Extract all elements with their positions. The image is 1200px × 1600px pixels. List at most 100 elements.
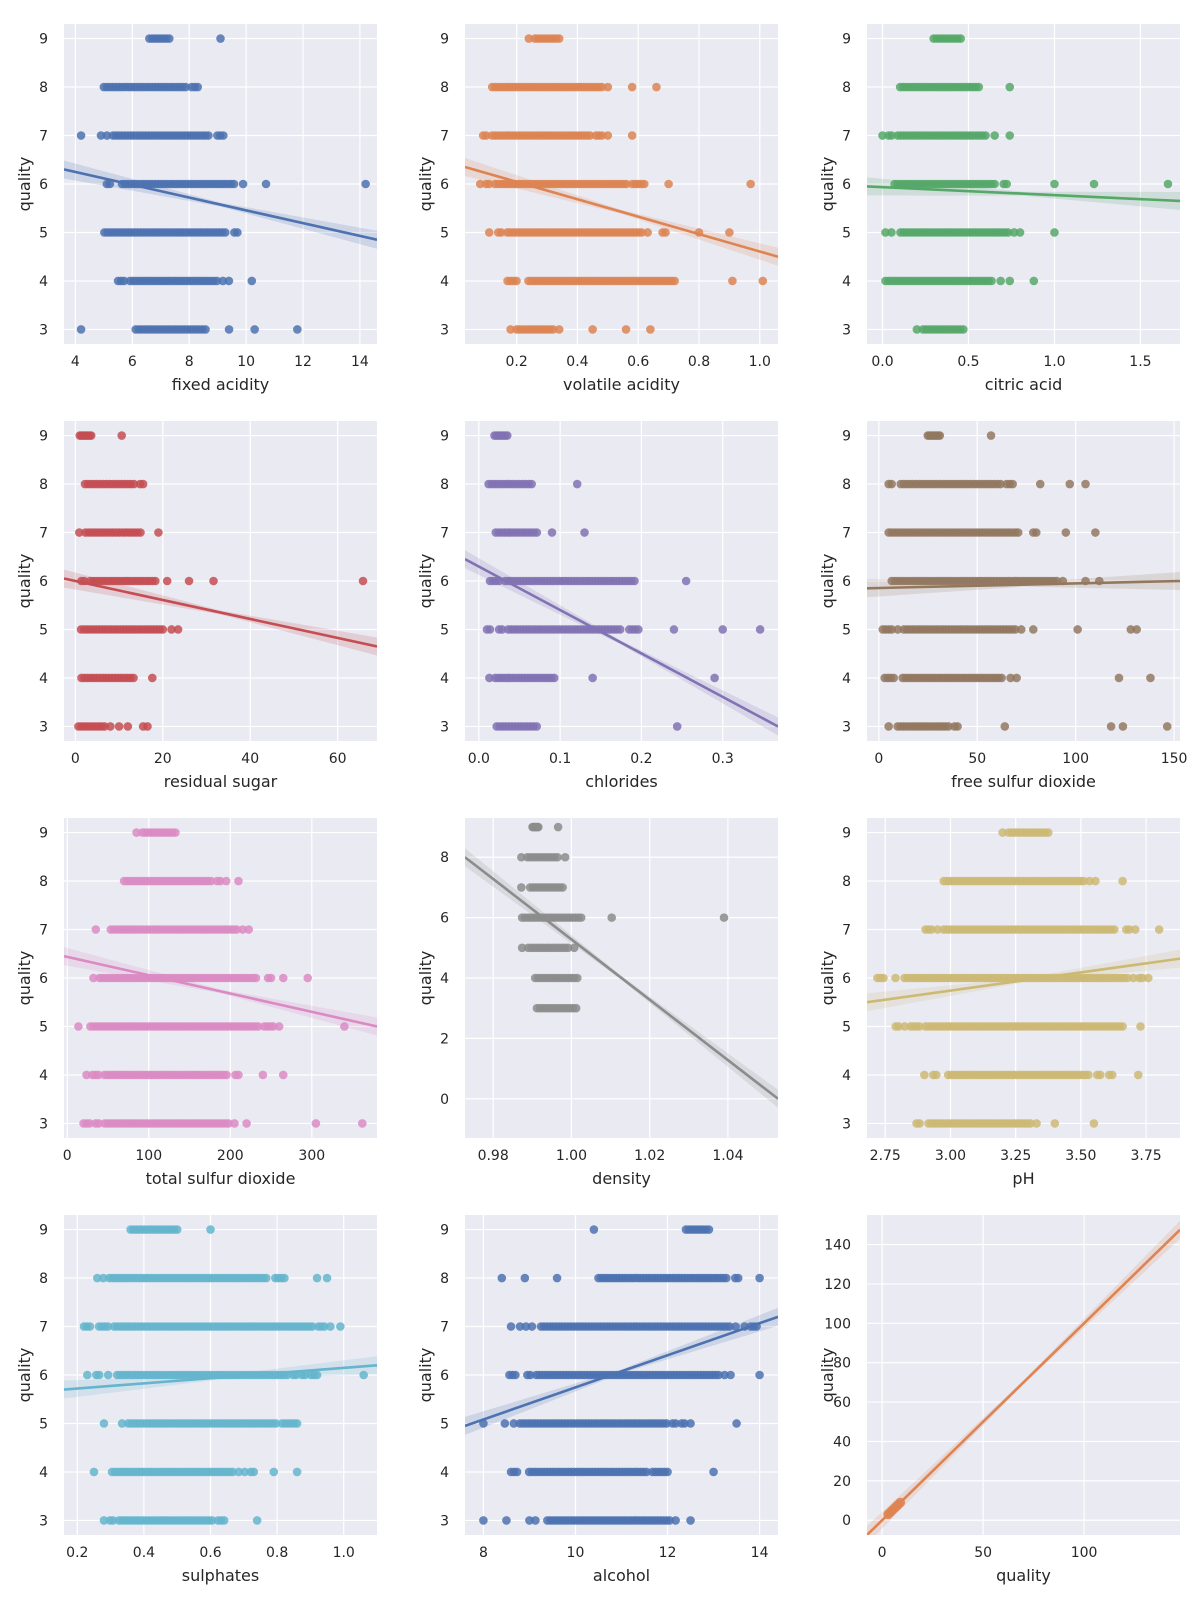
- scatter-point: [554, 34, 564, 43]
- x-tick-label: 1.0: [1043, 354, 1065, 370]
- y-tick-label: 5: [440, 225, 449, 241]
- x-tick-label: 12: [659, 1545, 677, 1561]
- y-tick-label: 7: [39, 526, 48, 542]
- scatter-point: [184, 576, 194, 586]
- y-tick-label: 4: [440, 1465, 449, 1481]
- y-tick-label: 3: [842, 322, 851, 338]
- x-tick-label: 0.4: [133, 1545, 155, 1561]
- scatter-point: [571, 1003, 581, 1013]
- scatter-point: [216, 34, 225, 43]
- scatter-point: [563, 943, 573, 953]
- scatter-point: [755, 1273, 764, 1283]
- y-tick-label: 3: [842, 1116, 851, 1132]
- scatter-point: [1008, 479, 1017, 489]
- scatter-point: [558, 883, 567, 892]
- scatter-point: [261, 1273, 271, 1283]
- scatter-point: [662, 1419, 671, 1428]
- scatter-point: [268, 1022, 278, 1031]
- scatter-point: [1130, 925, 1140, 934]
- scatter-point: [509, 1419, 519, 1428]
- scatter-point: [637, 228, 646, 237]
- y-axis-label: quality: [818, 1348, 837, 1403]
- y-tick-label: 40: [833, 1434, 851, 1450]
- y-tick-label: 4: [39, 274, 48, 290]
- scatter-point: [912, 325, 922, 334]
- scatter-point: [312, 1273, 322, 1283]
- scatter-point: [552, 1273, 562, 1283]
- scatter-point: [148, 673, 157, 683]
- regression-line: [867, 957, 1180, 1004]
- scatter-point: [1005, 276, 1015, 286]
- scatter-point: [103, 1322, 113, 1331]
- scatter-point: [105, 179, 115, 189]
- subplot-density: 0.98 1.00 1.02 1.04 0 2 4 6 8 density quality: [416, 818, 778, 1188]
- scatter-point: [525, 1516, 534, 1525]
- y-tick-label: 4: [39, 671, 48, 687]
- scatter-point: [1050, 179, 1059, 189]
- scatter-point: [512, 276, 521, 286]
- y-tick-label: 7: [842, 526, 851, 542]
- scatter-point: [634, 625, 643, 634]
- scatter-point: [959, 325, 968, 334]
- y-tick-label: 80: [833, 1356, 851, 1372]
- x-tick-label: 0.8: [266, 1545, 288, 1561]
- y-tick-label: 2: [440, 1031, 449, 1047]
- scatter-point: [549, 673, 559, 683]
- scatter-point: [527, 479, 536, 489]
- scatter-point: [1162, 722, 1172, 731]
- x-tick-label: 12: [294, 354, 312, 370]
- y-tick-label: 6: [440, 911, 449, 927]
- x-tick-label: 8: [185, 354, 194, 370]
- y-tick-label: 100: [824, 1316, 851, 1332]
- x-tick-label: 20: [154, 751, 172, 767]
- x-tick-label: 1.00: [556, 1148, 587, 1164]
- y-tick-label: 7: [440, 129, 449, 145]
- scatter-point: [755, 1370, 764, 1380]
- scatter-point: [553, 852, 562, 862]
- scatter-point: [221, 228, 230, 237]
- regression-line: [465, 558, 778, 728]
- scatter-point: [234, 1070, 243, 1080]
- y-tick-label: 3: [39, 322, 48, 338]
- scatter-point: [154, 528, 163, 537]
- scatter-point: [171, 828, 180, 837]
- scatter-point: [1010, 625, 1020, 634]
- scatter-point: [82, 1070, 91, 1080]
- subplot-residual-sugar: 0 20 40 60 3 4 5 6 7 8 9 residual sugar quality: [15, 421, 377, 791]
- y-tick-label: 3: [39, 1513, 48, 1529]
- scatter-point: [497, 1273, 507, 1283]
- scatter-point: [89, 973, 98, 983]
- scatter-point: [238, 179, 248, 189]
- scatter-point: [1124, 925, 1134, 934]
- scatter-point: [981, 131, 990, 140]
- scatter-point: [103, 1370, 113, 1380]
- scatter-point: [1132, 625, 1141, 634]
- x-tick-label: 8: [479, 1545, 488, 1561]
- scatter-point: [92, 1273, 102, 1283]
- y-tick-label: 9: [842, 429, 851, 445]
- scatter-point: [206, 876, 216, 886]
- x-tick-label: 1.5: [1129, 354, 1151, 370]
- regression-line: [867, 1228, 1180, 1535]
- x-tick-label: 0.5: [957, 354, 979, 370]
- y-tick-label: 7: [39, 129, 48, 145]
- scatter-point: [731, 1322, 740, 1331]
- y-tick-label: 7: [440, 526, 449, 542]
- y-tick-label: 8: [440, 80, 449, 96]
- regression-line: [64, 1364, 377, 1391]
- y-tick-label: 6: [440, 1368, 449, 1384]
- scatter-point: [986, 431, 996, 440]
- y-tick-label: 7: [842, 923, 851, 939]
- x-tick-label: 0.2: [66, 1545, 88, 1561]
- y-axis-label: quality: [818, 157, 837, 212]
- y-tick-label: 8: [842, 477, 851, 493]
- scatter-point: [240, 1467, 250, 1477]
- scatter-point: [709, 1467, 718, 1477]
- x-tick-label: 0.8: [688, 354, 710, 370]
- scatter-point: [1136, 1022, 1145, 1031]
- scatter-point: [719, 913, 729, 922]
- x-tick-label: 100: [135, 1148, 162, 1164]
- y-tick-label: 8: [39, 1271, 48, 1287]
- x-axis-label: citric acid: [985, 375, 1063, 394]
- scatter-point: [117, 1419, 127, 1428]
